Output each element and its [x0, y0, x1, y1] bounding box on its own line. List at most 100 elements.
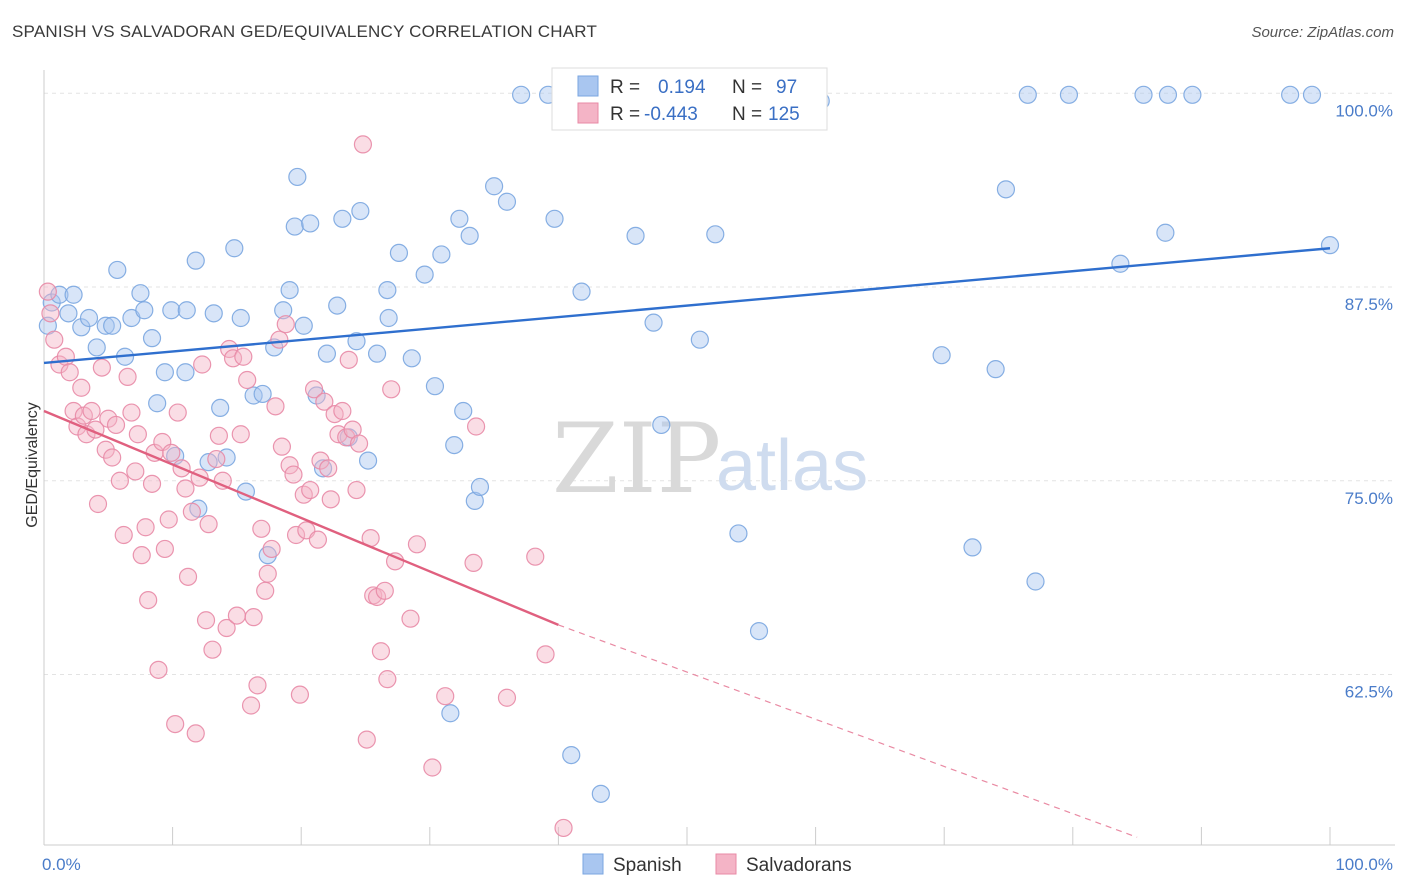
point-salvadorans-24: [128, 425, 147, 444]
correlation-legend: R = 0.194 N = 97 R = -0.443 N = 125: [551, 67, 828, 131]
point-spanish-15: [142, 329, 162, 348]
point-salvadorans-64: [266, 397, 285, 416]
point-spanish-83: [963, 538, 982, 557]
point-salvadorans-94: [371, 642, 391, 661]
legend-r-label-spanish: R =: [610, 77, 640, 98]
point-spanish-64: [470, 477, 490, 497]
point-salvadorans-71: [290, 685, 310, 704]
point-spanish-44: [328, 296, 347, 315]
point-salvadorans-66: [272, 437, 292, 456]
point-salvadorans-22: [122, 403, 141, 422]
point-salvadorans-2: [45, 330, 64, 349]
point-salvadorans-1: [41, 304, 60, 323]
point-spanish-62: [460, 226, 479, 245]
point-salvadorans-39: [178, 567, 198, 586]
series-salvadorans-points: [38, 135, 573, 838]
point-salvadorans-18: [106, 415, 126, 435]
point-spanish-50: [367, 344, 387, 363]
point-salvadorans-58: [244, 608, 263, 627]
point-spanish-51: [378, 281, 397, 300]
legend-swatch-spanish: [577, 75, 599, 97]
point-spanish-20: [176, 363, 195, 382]
point-salvadorans-79: [319, 459, 338, 478]
point-salvadorans-43: [193, 355, 212, 374]
point-spanish-74: [644, 313, 663, 332]
point-salvadorans-102: [436, 687, 455, 706]
bottom-legend-label-salvadorans: Salvadorans: [746, 855, 852, 876]
point-salvadorans-38: [176, 479, 195, 498]
point-salvadorans-53: [227, 606, 246, 625]
point-spanish-59: [445, 436, 464, 455]
point-spanish-92: [1156, 223, 1175, 242]
point-spanish-88: [1059, 85, 1079, 104]
point-salvadorans-5: [60, 363, 79, 382]
chart-title: SPANISH VS SALVADORAN GED/EQUIVALENCY CO…: [12, 22, 598, 41]
point-spanish-66: [497, 192, 517, 211]
point-salvadorans-36: [168, 403, 187, 422]
point-spanish-32: [253, 384, 272, 404]
point-spanish-61: [454, 401, 473, 421]
point-salvadorans-67: [276, 315, 295, 334]
legend-r-label-salvadorans: R =: [610, 104, 640, 125]
point-spanish-18: [162, 301, 181, 320]
point-spanish-70: [562, 745, 581, 765]
point-spanish-69: [545, 209, 564, 228]
point-salvadorans-25: [132, 546, 151, 565]
legend-n-value-salvadorans: 125: [768, 104, 800, 125]
point-salvadorans-51: [220, 339, 239, 359]
point-salvadorans-97: [382, 380, 401, 399]
bottom-legend-swatch-salvadorans: [715, 853, 737, 875]
point-spanish-67: [512, 85, 531, 104]
point-salvadorans-100: [407, 535, 427, 554]
point-salvadorans-21: [118, 367, 137, 386]
x-tick-label-max: 100.0%: [1335, 855, 1393, 874]
point-spanish-5: [72, 318, 91, 337]
point-spanish-95: [1302, 85, 1322, 104]
point-salvadorans-27: [139, 590, 158, 610]
point-salvadorans-54: [231, 425, 250, 444]
point-salvadorans-83: [333, 401, 352, 421]
point-salvadorans-104: [466, 417, 486, 436]
point-spanish-45: [333, 209, 352, 228]
point-spanish-53: [389, 243, 409, 262]
point-salvadorans-106: [526, 547, 545, 566]
point-salvadorans-26: [136, 518, 155, 537]
point-spanish-38: [288, 167, 307, 187]
series-spanish-points: [38, 85, 1340, 803]
point-spanish-36: [280, 281, 299, 300]
point-salvadorans-50: [217, 618, 236, 638]
point-salvadorans-41: [186, 724, 205, 743]
point-spanish-71: [572, 282, 591, 301]
point-spanish-17: [155, 363, 174, 382]
point-spanish-22: [186, 251, 205, 270]
point-spanish-29: [231, 308, 250, 328]
point-spanish-72: [591, 784, 610, 803]
point-salvadorans-35: [166, 714, 185, 734]
point-spanish-85: [996, 180, 1016, 199]
trend-line-extension-salvadorans: [558, 624, 1138, 838]
point-salvadorans-45: [199, 515, 218, 534]
point-spanish-60: [450, 209, 469, 228]
legend-swatch-salvadorans: [577, 102, 599, 124]
point-spanish-86: [1018, 85, 1037, 104]
watermark-atlas: atlas: [716, 426, 868, 506]
point-salvadorans-32: [155, 539, 174, 559]
legend-r-value-spanish: 0.194: [658, 77, 706, 98]
y-tick-label-3: 100.0%: [1335, 101, 1393, 120]
point-salvadorans-60: [252, 519, 271, 538]
trend-lines: [43, 247, 1331, 838]
point-spanish-4: [64, 285, 83, 304]
point-spanish-73: [626, 226, 645, 245]
y-tick-label-0: 62.5%: [1345, 683, 1393, 702]
point-salvadorans-74: [301, 480, 320, 500]
point-salvadorans-95: [375, 581, 394, 600]
point-spanish-84: [986, 360, 1005, 379]
point-spanish-76: [690, 330, 709, 349]
point-spanish-54: [402, 349, 421, 368]
point-spanish-9: [103, 316, 122, 335]
point-salvadorans-76: [308, 530, 328, 549]
point-salvadorans-80: [321, 490, 340, 509]
point-salvadorans-23: [126, 462, 145, 481]
point-salvadorans-17: [103, 448, 122, 467]
point-salvadorans-69: [284, 465, 303, 484]
